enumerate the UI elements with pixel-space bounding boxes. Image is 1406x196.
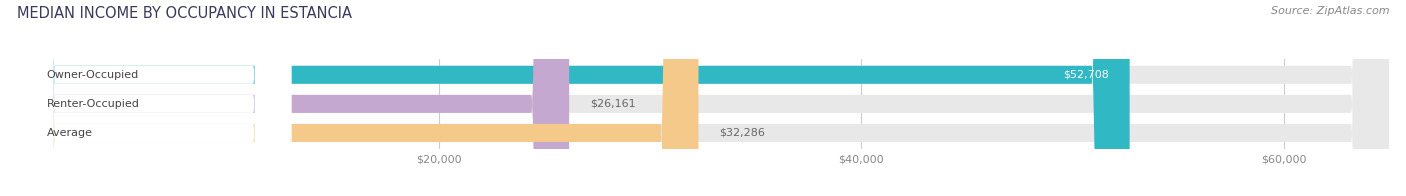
- Text: $26,161: $26,161: [591, 99, 636, 109]
- FancyBboxPatch shape: [17, 0, 291, 196]
- Text: Owner-Occupied: Owner-Occupied: [46, 70, 139, 80]
- FancyBboxPatch shape: [17, 0, 699, 196]
- Text: Average: Average: [46, 128, 93, 138]
- FancyBboxPatch shape: [17, 0, 1389, 196]
- FancyBboxPatch shape: [17, 0, 1389, 196]
- FancyBboxPatch shape: [17, 0, 291, 196]
- FancyBboxPatch shape: [17, 0, 569, 196]
- FancyBboxPatch shape: [17, 0, 1129, 196]
- FancyBboxPatch shape: [17, 0, 1389, 196]
- Text: Renter-Occupied: Renter-Occupied: [46, 99, 139, 109]
- Text: $32,286: $32,286: [720, 128, 765, 138]
- Text: Source: ZipAtlas.com: Source: ZipAtlas.com: [1271, 6, 1389, 16]
- Text: $52,708: $52,708: [1063, 70, 1108, 80]
- Text: MEDIAN INCOME BY OCCUPANCY IN ESTANCIA: MEDIAN INCOME BY OCCUPANCY IN ESTANCIA: [17, 6, 352, 21]
- FancyBboxPatch shape: [17, 0, 291, 196]
